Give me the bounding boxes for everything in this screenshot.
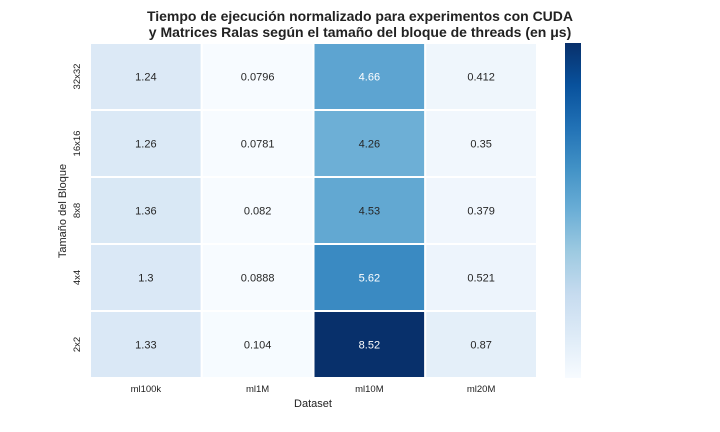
y-tick-label: 32x32 [72, 64, 83, 90]
chart-title-line-2: y Matrices Ralas según el tamaño del blo… [148, 24, 572, 40]
cell-value-label: 1.36 [135, 206, 156, 218]
y-tick-labels: 32x32 16x16 8x8 4x4 2x2 [72, 64, 83, 353]
heatmap-cell [424, 310, 538, 379]
cell-value-label: 5.62 [359, 273, 380, 285]
heatmap-cell [424, 42, 538, 111]
chart-title-line-1: Tiempo de ejecución normalizado para exp… [146, 8, 574, 24]
heatmap-cell [89, 243, 203, 312]
cell-value-label: 0.379 [467, 206, 495, 218]
heatmap-cell [89, 310, 203, 379]
cell-value-label: 4.26 [359, 139, 380, 151]
cell-value-label: 0.082 [244, 206, 272, 218]
heatmap-cell [200, 310, 315, 379]
cell-value-label: 0.0888 [241, 273, 275, 285]
heatmap-cell [89, 42, 203, 111]
heatmap-cells: 1.24 0.0796 4.66 0.412 1.26 0.0781 4.26 0.35 1.3… [89, 42, 538, 379]
cell-value-label: 0.521 [467, 273, 495, 285]
x-tick-label: ml1M [246, 384, 269, 395]
heatmap-cell [312, 176, 427, 245]
x-tick-labels: ml100k ml1M ml10M ml20M [131, 384, 496, 395]
colorbar [565, 43, 581, 378]
cell-value-label: 0.0796 [241, 72, 275, 84]
y-tick-label: 8x8 [72, 203, 83, 218]
cell-value-label: 0.412 [467, 72, 495, 84]
y-tick-label: 4x4 [72, 270, 83, 285]
y-tick-label: 2x2 [72, 337, 83, 352]
heatmap-cell [200, 109, 315, 178]
heatmap-cell [312, 42, 427, 111]
cell-value-label: 0.104 [244, 340, 272, 352]
x-tick-label: ml10M [355, 384, 384, 395]
cell-value-label: 0.35 [470, 139, 491, 151]
cell-value-label: 8.52 [359, 340, 380, 352]
cell-value-label: 0.0781 [241, 139, 275, 151]
y-axis-label: Tamaño del Bloque [57, 164, 69, 258]
y-tick-label: 16x16 [72, 131, 83, 157]
heatmap-cell [424, 176, 538, 245]
x-axis-label: Dataset [294, 398, 332, 410]
chart-title: Tiempo de ejecución normalizado para exp… [90, 8, 630, 40]
cell-value-label: 4.66 [359, 72, 380, 84]
x-tick-label: ml100k [131, 384, 162, 395]
heatmap-cell [312, 310, 427, 379]
x-tick-label: ml20M [467, 384, 496, 395]
cell-value-label: 0.87 [470, 340, 491, 352]
cell-value-label: 1.26 [135, 139, 156, 151]
cell-value-label: 1.33 [135, 340, 156, 352]
cell-value-label: 1.3 [138, 273, 153, 285]
cell-value-label: 1.24 [135, 72, 156, 84]
heatmap-cell [89, 176, 203, 245]
cell-value-label: 4.53 [359, 206, 380, 218]
